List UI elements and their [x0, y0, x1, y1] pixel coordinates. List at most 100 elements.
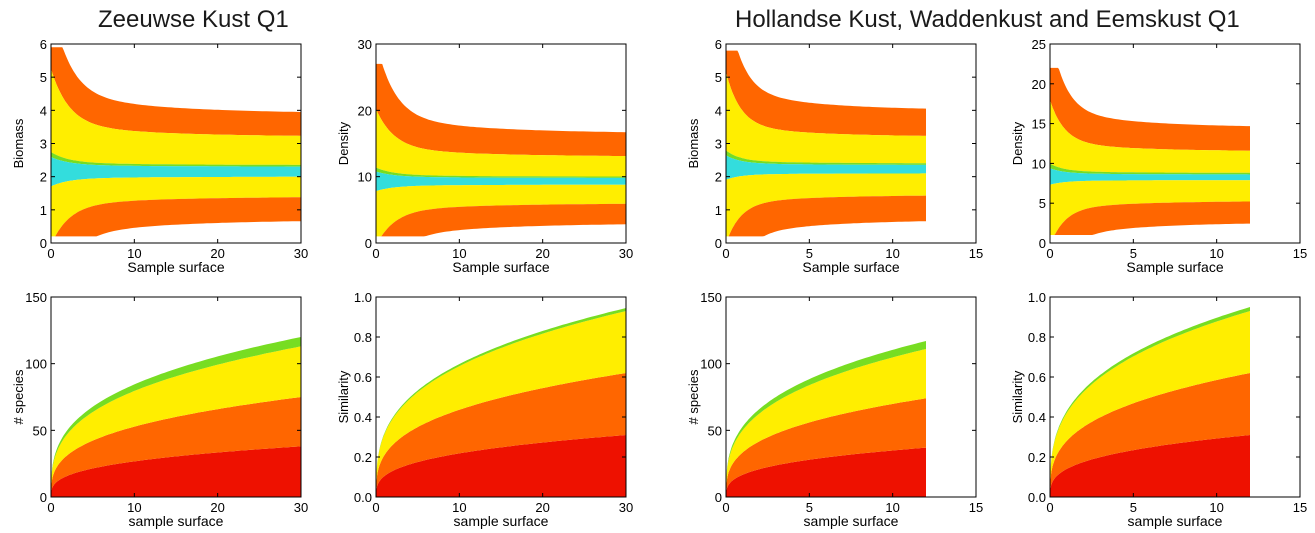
hk-density-xtick-label: 15 [1293, 246, 1307, 261]
zk-species-ytick-label: 100 [25, 357, 47, 372]
hk-density-xlabel: Sample surface [1126, 259, 1223, 275]
zk-species-layer-0-red [51, 446, 301, 497]
hk-species-xtick-label: 0 [722, 500, 729, 515]
zk-species-ytick-label: 50 [33, 423, 47, 438]
hk-similarity-xlabel: sample surface [1128, 513, 1223, 529]
zk-density-ytick-label: 30 [358, 37, 372, 52]
hk-biomass-xtick-label: 5 [806, 246, 813, 261]
zk-species-xtick-label: 20 [210, 500, 224, 515]
zk-similarity-chart: 0 10 20 30 0.0 0.2 0.4 0.6 0.8 1.0 sample surface S… [336, 290, 633, 529]
left-group-title: Zeeuwse Kust Q1 [98, 6, 289, 33]
hk-density-axes-frame [1049, 43, 1301, 244]
zk-biomass-ytick-label: 6 [40, 37, 47, 52]
hk-density-ytick-label: 5 [1039, 196, 1046, 211]
hk-density-xtick-label: 5 [1130, 246, 1137, 261]
hk-similarity-xtick-label: 5 [1130, 500, 1137, 515]
zk-species-xtick-label: 0 [47, 500, 54, 515]
hk-biomass-ytick-label: 5 [715, 70, 722, 85]
hk-biomass-ytick-label: 4 [715, 103, 722, 118]
hk-species-ytick-label: 150 [700, 290, 722, 305]
zk-species-ytick-label: 0 [40, 490, 47, 505]
zk-species-xtick-label: 10 [127, 500, 141, 515]
zk-similarity-xtick-label: 30 [619, 500, 633, 515]
hk-biomass-xtick-label: 15 [969, 246, 983, 261]
zk-density-band-5-orange [376, 203, 626, 237]
hk-biomass-ytick-label: 2 [715, 170, 722, 185]
zk-species-xlabel: sample surface [129, 513, 224, 529]
hk-similarity-ytick-label: 0.0 [1028, 490, 1046, 505]
zk-similarity-ytick-label: 1.0 [354, 290, 372, 305]
hk-density-chart: 0 5 10 15 0 5 10 15 20 25 Sample surface Density [1010, 37, 1307, 275]
hk-density-ytick-label: 10 [1032, 156, 1046, 171]
hk-biomass-xtick-label: 10 [885, 246, 899, 261]
zk-biomass-ytick-label: 2 [40, 170, 47, 185]
hk-density-band-5-orange [1050, 201, 1250, 235]
zk-biomass-ytick-label: 0 [40, 236, 47, 251]
right-group-title: Hollandse Kust, Waddenkust and Eemskust … [735, 6, 1240, 33]
hk-species-xtick-label: 5 [806, 500, 813, 515]
zk-biomass-ytick-label: 3 [40, 137, 47, 152]
hk-similarity-xtick-label: 0 [1046, 500, 1053, 515]
hk-biomass-ytick-label: 1 [715, 203, 722, 218]
hk-similarity-layer-1-orange [1050, 373, 1250, 496]
hk-similarity-ylabel: Similarity [1010, 370, 1025, 423]
zk-biomass-ytick-label: 4 [40, 103, 47, 118]
hk-similarity-axes-frame [1049, 296, 1301, 498]
hk-density-ylabel: Density [1010, 121, 1025, 165]
zk-biomass-xlabel: Sample surface [127, 259, 224, 275]
hk-similarity-chart: 0 5 10 15 0.0 0.2 0.4 0.6 0.8 1.0 sample surface Si… [1010, 290, 1307, 529]
hk-biomass-band-0-orange [726, 50, 926, 136]
zk-similarity-xtick-label: 20 [535, 500, 549, 515]
zk-biomass-ytick-label: 1 [40, 203, 47, 218]
hk-biomass-band-3-cyan [726, 155, 926, 180]
zk-density-axes-frame [375, 43, 627, 244]
hk-similarity-ytick-label: 0.6 [1028, 370, 1046, 385]
hk-density-xtick-label: 0 [1046, 246, 1053, 261]
zk-species-ylabel: # species [11, 369, 26, 424]
hk-biomass-band-5-orange [726, 195, 926, 237]
zk-density-xlabel: Sample surface [452, 259, 549, 275]
zk-similarity-ytick-label: 0.2 [354, 450, 372, 465]
zk-density-ylabel: Density [336, 121, 351, 165]
zk-biomass-xtick-label: 20 [210, 246, 224, 261]
zk-similarity-layer-0-red [376, 435, 626, 497]
hk-density-ytick-label: 20 [1032, 77, 1046, 92]
zk-biomass-band-3-cyan [51, 157, 301, 187]
zk-density-xtick-label: 10 [452, 246, 466, 261]
zk-density-xtick-label: 0 [372, 246, 379, 261]
zk-similarity-xtick-label: 0 [372, 500, 379, 515]
hk-species-layer-2-yellow [726, 349, 926, 495]
hk-similarity-ytick-label: 0.8 [1028, 330, 1046, 345]
hk-similarity-xtick-label: 15 [1293, 500, 1307, 515]
hk-species-ylabel: # species [686, 369, 701, 424]
hk-density-ytick-label: 25 [1032, 37, 1046, 52]
hk-similarity-ytick-label: 1.0 [1028, 290, 1046, 305]
hk-species-axes-frame [725, 296, 977, 498]
hk-biomass-ytick-label: 0 [715, 236, 722, 251]
hk-density-band-1-yellow [1050, 100, 1250, 173]
zk-biomass-band-0-orange [51, 47, 301, 136]
zk-similarity-xlabel: sample surface [454, 513, 549, 529]
hk-biomass-xlabel: Sample surface [802, 259, 899, 275]
zk-density-band-4-yellow [376, 184, 626, 237]
zk-similarity-ytick-label: 0.8 [354, 330, 372, 345]
zk-similarity-ylabel: Similarity [336, 370, 351, 423]
hk-species-ytick-label: 50 [708, 423, 722, 438]
zk-similarity-ytick-label: 0.6 [354, 370, 372, 385]
hk-biomass-xtick-label: 0 [722, 246, 729, 261]
zk-density-band-2-green [376, 167, 626, 178]
zk-species-ytick-label: 150 [25, 290, 47, 305]
zk-density-ytick-label: 0 [365, 236, 372, 251]
zk-density-band-3-cyan [376, 171, 626, 192]
zk-biomass-band-1-yellow [51, 69, 301, 165]
zk-density-xtick-label: 20 [535, 246, 549, 261]
zk-biomass-band-4-yellow [51, 176, 301, 237]
zk-density-xtick-label: 30 [619, 246, 633, 261]
zk-biomass-xtick-label: 30 [294, 246, 308, 261]
zk-biomass-ylabel: Biomass [11, 118, 26, 168]
zk-species-layer-1-orange [51, 397, 301, 497]
zk-biomass-ytick-label: 5 [40, 70, 47, 85]
zk-density-band-0-orange [376, 63, 626, 157]
